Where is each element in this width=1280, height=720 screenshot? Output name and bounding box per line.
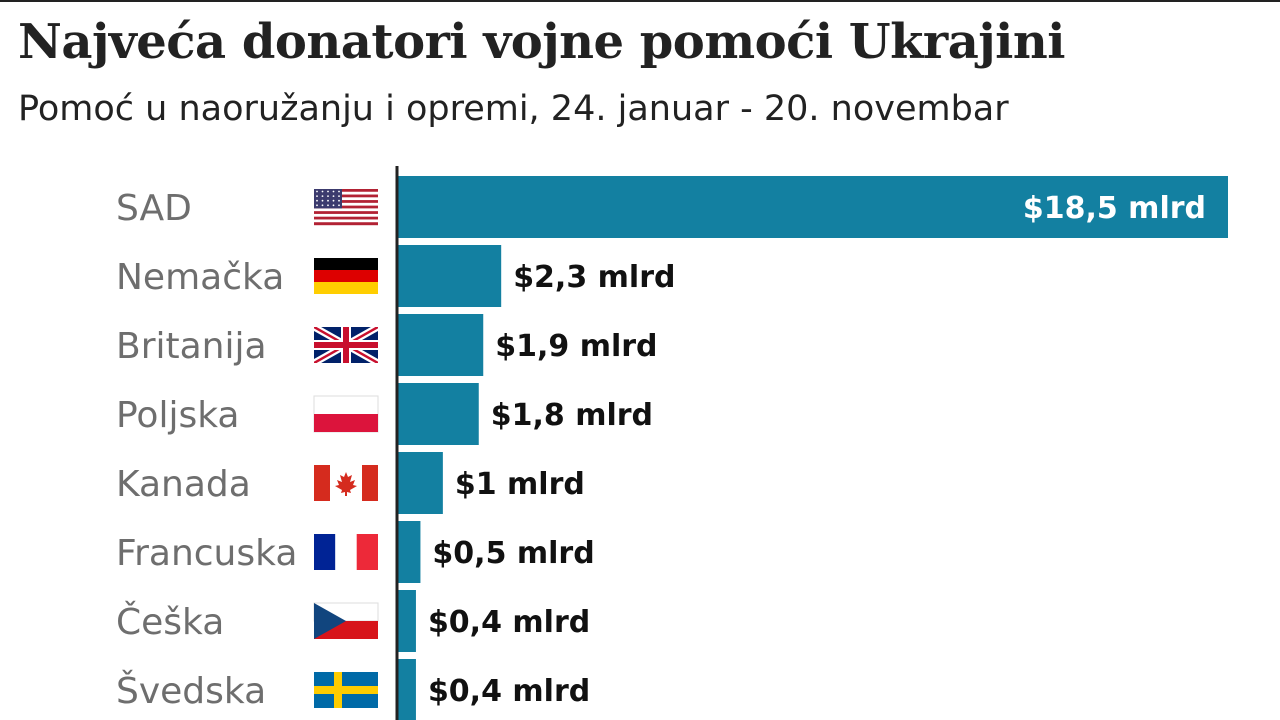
sweden-flag-icon	[314, 672, 378, 708]
category-label: Švedska	[116, 670, 266, 712]
value-label: $0,4 mlrd	[428, 605, 590, 640]
value-label: $0,4 mlrd	[428, 674, 590, 709]
value-label: $18,5 mlrd	[1023, 191, 1206, 226]
chart-title: Najveća donatori vojne pomoći Ukrajini	[18, 14, 1066, 70]
bar	[398, 245, 502, 307]
category-label: Češka	[116, 601, 224, 643]
us-flag-icon	[314, 189, 378, 226]
poland-flag-icon	[313, 395, 379, 433]
category-label: Kanada	[116, 464, 251, 505]
value-label: $0,5 mlrd	[432, 536, 594, 571]
top-rule	[0, 0, 1280, 2]
value-label: $1,9 mlrd	[495, 329, 657, 364]
value-label: $2,3 mlrd	[513, 260, 675, 295]
uk-flag-icon	[314, 327, 378, 363]
bar	[398, 176, 1228, 238]
category-label: Britanija	[116, 326, 267, 367]
category-label: Francuska	[116, 533, 297, 574]
czechia-flag-icon	[313, 602, 379, 639]
france-flag-icon	[314, 534, 378, 570]
value-label: $1,8 mlrd	[491, 398, 653, 433]
chart-subtitle: Pomoć u naoružanju i opremi, 24. januar …	[18, 89, 1009, 129]
category-label: Nemačka	[116, 257, 284, 298]
bar	[398, 383, 479, 445]
category-label: Poljska	[116, 395, 240, 436]
category-label: SAD	[116, 188, 192, 229]
bar	[398, 590, 416, 652]
canada-flag-icon	[314, 465, 378, 501]
bar	[398, 521, 421, 583]
bar	[398, 452, 443, 514]
bar	[398, 659, 416, 720]
value-label: $1 mlrd	[455, 467, 585, 502]
bar	[398, 314, 484, 376]
germany-flag-icon	[314, 258, 378, 294]
